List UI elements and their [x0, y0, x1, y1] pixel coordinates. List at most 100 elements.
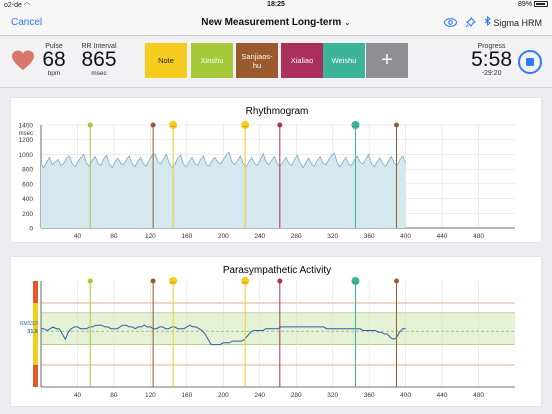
- tag-marker-ellipsis: …: [242, 279, 248, 285]
- progress-label: Progress: [477, 43, 506, 50]
- battery-indicator: 89%: [518, 1, 548, 8]
- rr-interval-metric: RR Interval 865 msec: [78, 43, 120, 77]
- x-tick-label: 400: [400, 233, 411, 240]
- bluetooth-icon: [484, 15, 491, 27]
- eye-icon[interactable]: [443, 18, 457, 27]
- parasympathetic-card: Parasympathetic Activity RMSSD 31.6 40 80 120…: [10, 256, 542, 407]
- tag-marker-dot: [87, 278, 93, 284]
- tag-marker-dot: [169, 277, 178, 285]
- x-tick-label: 280: [291, 392, 302, 399]
- tag-marker-dot: [87, 122, 93, 128]
- y-tick-label: 600: [22, 181, 33, 188]
- tag-marker-ellipsis: …: [170, 123, 176, 129]
- rr-label: RR Interval: [81, 43, 117, 50]
- stop-button[interactable]: [518, 50, 542, 74]
- pulse-value: 68: [42, 48, 66, 71]
- pulse-label: Pulse: [45, 43, 63, 50]
- bluetooth-device[interactable]: Sigma HRM: [484, 15, 542, 29]
- chevron-down-icon: ⌄: [344, 18, 351, 27]
- x-tick-label: 120: [145, 392, 156, 399]
- rr-value: 865: [81, 48, 117, 71]
- tag-button-weishu[interactable]: Weishu: [323, 43, 365, 78]
- tag-marker-dot: [351, 277, 360, 285]
- wifi-icon: ◠: [23, 2, 30, 9]
- pin-icon[interactable]: [465, 17, 476, 28]
- tag-marker-ellipsis: …: [352, 279, 358, 285]
- x-tick-label: 80: [110, 392, 118, 399]
- x-tick-label: 440: [437, 392, 448, 399]
- y-tick-label: 1400: [19, 123, 34, 130]
- tag-marker-dot: [394, 122, 399, 128]
- y-tick-label: 200: [22, 211, 33, 218]
- measurement-info-panel: Pulse 68 bpm RR Interval 865 msec Note X…: [0, 37, 552, 88]
- tag-marker-ellipsis: …: [242, 123, 248, 129]
- tag-marker-ellipsis: …: [352, 123, 358, 129]
- x-tick-label: 280: [291, 233, 302, 240]
- rr-area-fill: [41, 152, 406, 228]
- x-tick-label: 120: [145, 233, 156, 240]
- x-tick-label: 320: [327, 233, 338, 240]
- page-title[interactable]: New Measurement Long-term ⌄: [201, 17, 351, 28]
- tag-marker-dot: [169, 121, 178, 129]
- rhythmogram-chart: Rhythmogram 0 200 400 600 800 1000 1200 1400msec…: [19, 106, 515, 240]
- progress-display: Progress 5:58 -29:20: [471, 43, 512, 77]
- zone-bar-low: [33, 365, 38, 387]
- remaining-time: -29:20: [481, 70, 502, 77]
- battery-icon: [534, 1, 548, 7]
- x-tick-label: 80: [110, 233, 118, 240]
- x-tick-label: 160: [181, 233, 192, 240]
- y-tick-label: 1200: [19, 137, 34, 144]
- x-tick-label: 360: [364, 392, 375, 399]
- zone-bar-high: [33, 281, 38, 303]
- x-tick-label: 40: [74, 233, 82, 240]
- y-tick-label: 400: [22, 196, 33, 203]
- chart-title: Parasympathetic Activity: [223, 265, 331, 276]
- rr-series-line: [40, 151, 406, 169]
- x-tick-label: 480: [473, 233, 484, 240]
- x-tick-label: 200: [218, 392, 229, 399]
- tag-marker-dot: [150, 278, 156, 284]
- reference-value: 31.6: [27, 329, 38, 335]
- y-tick-label: 0: [29, 226, 33, 233]
- y-tick-label: 1000: [19, 152, 34, 159]
- x-tick-label: 320: [327, 392, 338, 399]
- y-tick-label: 800: [22, 167, 33, 174]
- x-tick-label: 40: [74, 392, 82, 399]
- status-bar: o2-de ◠ 18:25 89%: [0, 0, 552, 11]
- x-tick-label: 160: [181, 392, 192, 399]
- tag-button-xialiao[interactable]: Xialiao: [281, 43, 323, 78]
- pulse-unit: bpm: [47, 70, 61, 77]
- add-tag-button[interactable]: +: [366, 43, 408, 78]
- x-tick-label: 240: [254, 233, 265, 240]
- tag-marker-dot: [394, 278, 399, 284]
- x-tick-label: 200: [218, 233, 229, 240]
- rhythmogram-card: Rhythmogram 0 200 400 600 800 1000 1200 1400 msec…: [10, 97, 542, 243]
- tag-marker-ellipsis: …: [170, 279, 176, 285]
- chart-title: Rhythmogram: [246, 106, 309, 117]
- tag-marker-dot: [241, 121, 250, 129]
- tag-marker-dot: [277, 278, 283, 284]
- tag-button-sanjiaoshu[interactable]: Sanjiaos- hu: [236, 43, 278, 78]
- tag-button-xinshu[interactable]: Xinshu: [191, 43, 233, 78]
- tag-marker-dot: [241, 277, 250, 285]
- rmssd-series-line: [41, 324, 406, 346]
- x-tick-label: 240: [254, 392, 265, 399]
- rr-unit: msec: [91, 70, 107, 77]
- x-tick-label: 440: [437, 233, 448, 240]
- cancel-button[interactable]: Cancel: [11, 17, 43, 28]
- clock: 18:25: [267, 1, 285, 8]
- y-axis-unit: msec: [19, 131, 33, 137]
- y-axis-label: RMSSD: [20, 321, 38, 327]
- heart-icon: [12, 50, 34, 70]
- pulse-metric: Pulse 68 bpm: [38, 43, 70, 77]
- tag-button-note[interactable]: Note: [145, 43, 187, 78]
- x-tick-label: 400: [400, 392, 411, 399]
- navigation-bar: Cancel New Measurement Long-term ⌄ Sigma…: [0, 11, 552, 36]
- tag-marker-dot: [351, 121, 360, 129]
- parasympathetic-chart: Parasympathetic Activity RMSSD 31.6 40 80 120…: [20, 265, 515, 399]
- plus-icon: +: [381, 49, 393, 71]
- tag-marker-dot: [277, 122, 283, 128]
- tag-marker-dot: [150, 122, 156, 128]
- x-tick-label: 480: [473, 392, 484, 399]
- stop-icon: [526, 58, 534, 66]
